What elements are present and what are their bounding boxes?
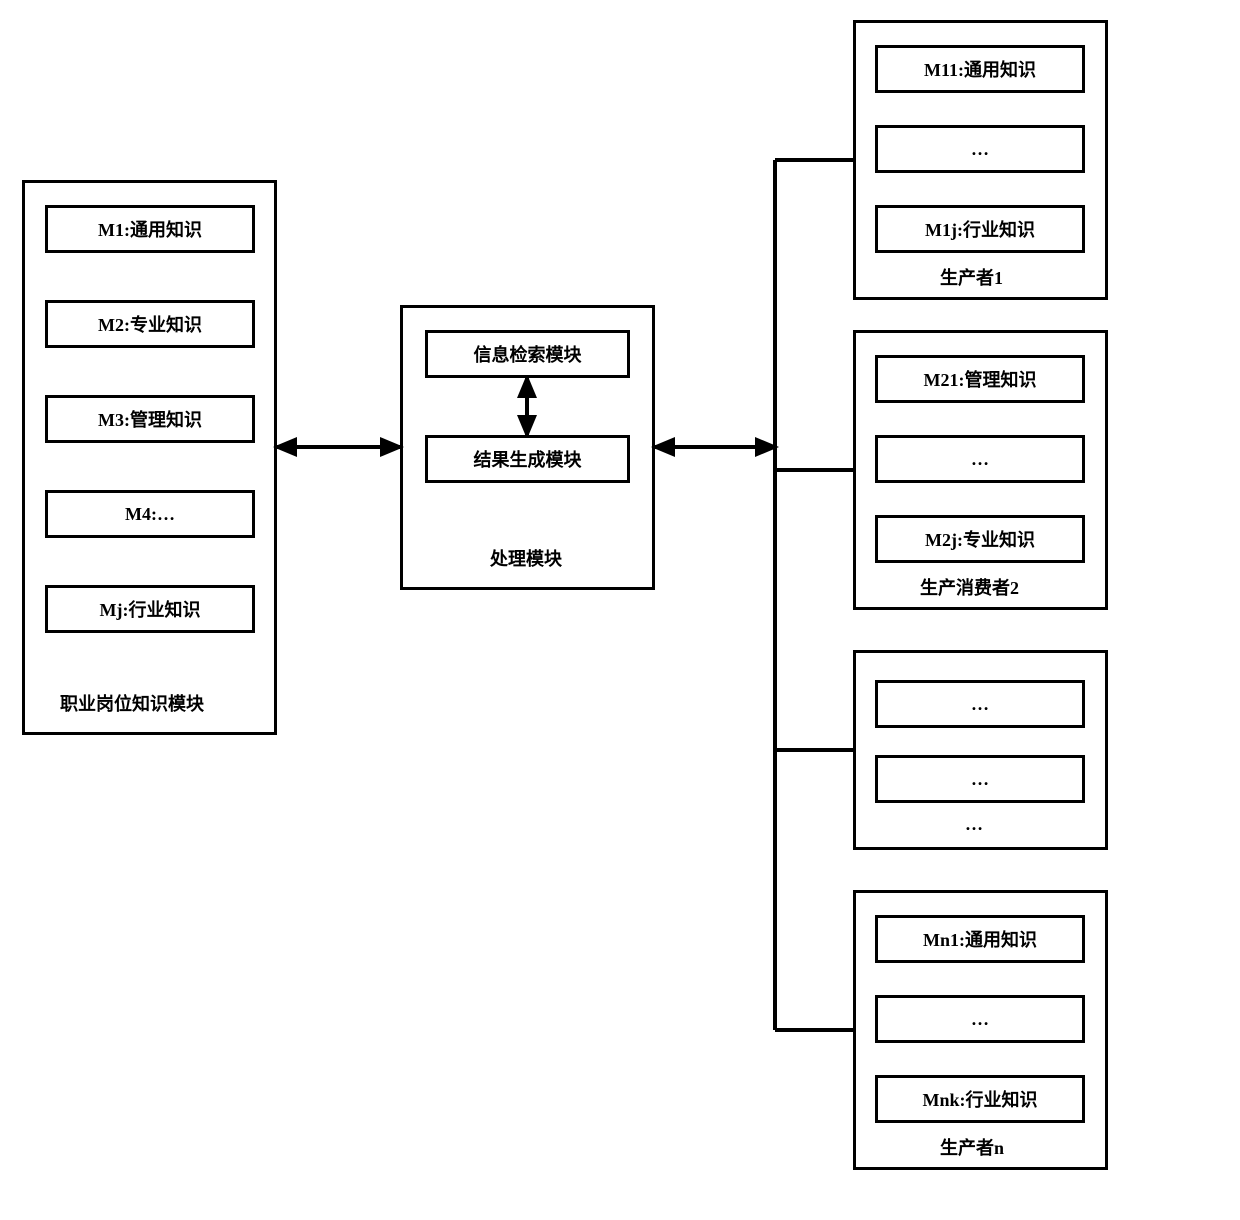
left-module-title: 职业岗位知识模块	[60, 690, 204, 716]
right-1-item-0: M21:管理知识	[875, 355, 1085, 403]
right-1-item-1: …	[875, 435, 1085, 483]
left-item-0: M1:通用知识	[45, 205, 255, 253]
right-0-item-2: M1j:行业知识	[875, 205, 1085, 253]
left-item-2: M3:管理知识	[45, 395, 255, 443]
right-3-item-0: Mn1:通用知识	[875, 915, 1085, 963]
right-3-item-2: Mnk:行业知识	[875, 1075, 1085, 1123]
right-3-item-1: …	[875, 995, 1085, 1043]
right-module-2-title: …	[965, 814, 983, 835]
left-item-3: M4:…	[45, 490, 255, 538]
right-module-0-title: 生产者1	[940, 264, 1003, 290]
right-0-item-0: M11:通用知识	[875, 45, 1085, 93]
left-item-4: Mj:行业知识	[45, 585, 255, 633]
right-1-item-2: M2j:专业知识	[875, 515, 1085, 563]
left-module-container	[22, 180, 277, 735]
center-item-0: 信息检索模块	[425, 330, 630, 378]
center-item-1: 结果生成模块	[425, 435, 630, 483]
right-2-item-1: …	[875, 755, 1085, 803]
right-0-item-1: …	[875, 125, 1085, 173]
right-module-1-title: 生产消费者2	[920, 574, 1019, 600]
right-module-3-title: 生产者n	[940, 1134, 1004, 1160]
left-item-1: M2:专业知识	[45, 300, 255, 348]
right-2-item-0: …	[875, 680, 1085, 728]
center-module-title: 处理模块	[490, 545, 562, 571]
